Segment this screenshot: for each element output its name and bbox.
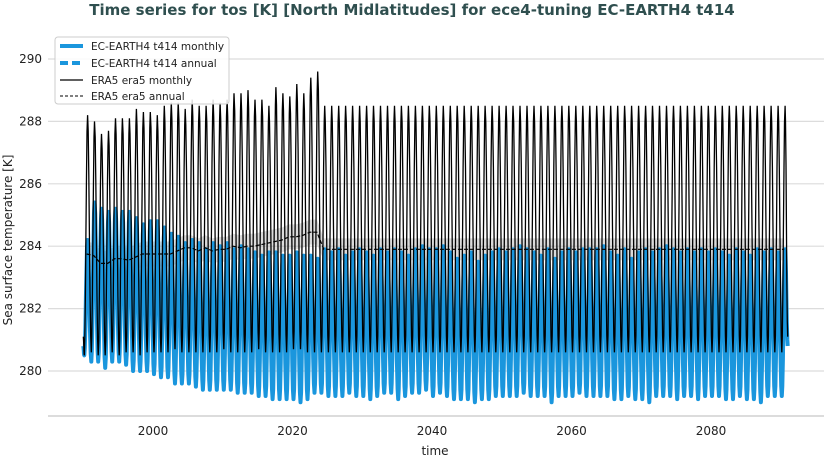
x-axis-label: time bbox=[421, 444, 448, 457]
x-tick-label: 2060 bbox=[556, 424, 587, 438]
y-tick-label: 284 bbox=[19, 239, 42, 253]
legend-box bbox=[54, 36, 230, 105]
series-ece-monthly-line bbox=[81, 200, 790, 405]
legend: EC-EARTH4 t414 monthly EC-EARTH4 t414 an… bbox=[54, 36, 230, 105]
y-tick-label: 280 bbox=[19, 364, 42, 378]
y-tick-label: 286 bbox=[19, 177, 42, 191]
y-tick-labels: 280 282 284 286 288 290 bbox=[19, 52, 42, 378]
x-tick-label: 2020 bbox=[277, 424, 308, 438]
chart-title: Time series for tos [K] [North Midlatitu… bbox=[89, 1, 734, 19]
legend-label: EC-EARTH4 t414 monthly bbox=[91, 41, 224, 53]
legend-label: ERA5 era5 monthly bbox=[91, 75, 192, 87]
y-tick-label: 282 bbox=[19, 302, 42, 316]
series-era5-annual-line bbox=[86, 231, 785, 264]
series-era5-monthly-line bbox=[82, 71, 789, 356]
y-tick-label: 290 bbox=[19, 52, 42, 66]
y-tick-label: 288 bbox=[19, 114, 42, 128]
legend-label: EC-EARTH4 t414 annual bbox=[91, 58, 217, 70]
legend-label: ERA5 era5 annual bbox=[91, 91, 185, 103]
x-tick-label: 2000 bbox=[138, 424, 169, 438]
x-tick-labels: 2000 2020 2040 2060 2080 bbox=[138, 424, 727, 438]
series-layer bbox=[81, 71, 790, 405]
y-axis-label: Sea surface temperature [K] bbox=[1, 155, 15, 326]
x-tick-label: 2080 bbox=[696, 424, 727, 438]
x-tick-label: 2040 bbox=[417, 424, 448, 438]
